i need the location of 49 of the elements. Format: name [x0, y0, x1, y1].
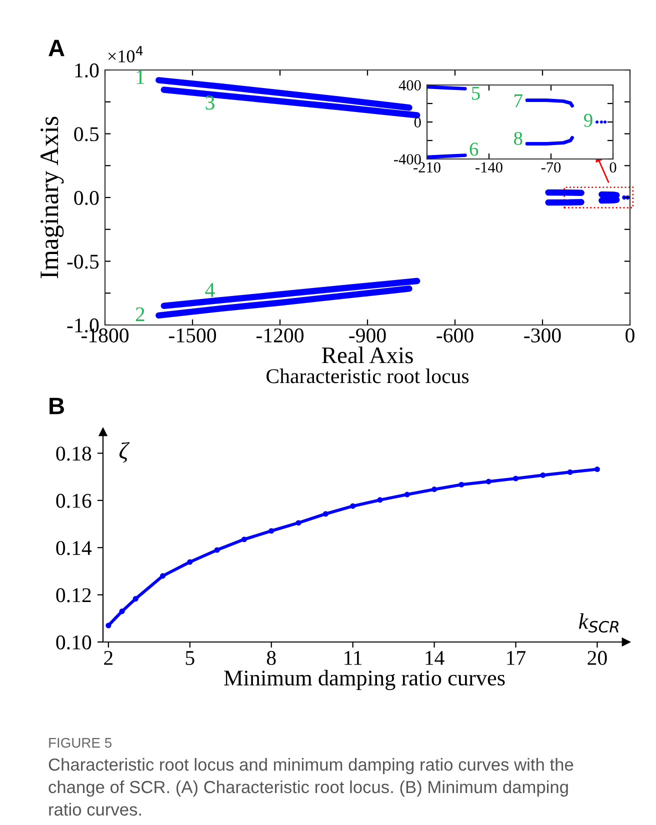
y-tick-label: 400 — [398, 80, 421, 90]
text: Characteristic root locus and minimum damping ratio curves with the change of SCR. (A) Characteristic root locus. (B) Minimum damping ratio curves. — [48, 758, 574, 816]
y-axis-title: ζ — [119, 442, 130, 463]
y-tick-label: 0.10 — [56, 635, 92, 650]
y-tick-label: 0.12 — [56, 588, 91, 602]
annotation: 9 — [584, 114, 592, 127]
x-tick-label: 8 — [266, 650, 276, 665]
x-tick-label: -1500 — [168, 328, 216, 342]
x-axis-title: Real Axis — [322, 346, 413, 364]
x-tick-label: -300 — [524, 328, 561, 342]
x-tick-label: -210 — [414, 162, 440, 173]
text: ×10$^{4}$ — [108, 46, 143, 62]
x-tick-label: -70 — [541, 162, 561, 173]
x-tick-label: -140 — [476, 162, 502, 173]
annotation: 3 — [206, 96, 214, 110]
annotation: 5 — [472, 86, 480, 100]
annotation: 1 — [136, 70, 144, 84]
y-tick-label: 0.0 — [74, 190, 99, 206]
x-tick-label: 0 — [610, 162, 616, 173]
text: Characteristic root locus — [266, 368, 469, 384]
caption: FIGURE 5 — [49, 738, 112, 748]
y-tick-label: 0 — [414, 117, 421, 128]
x-tick-label: -600 — [436, 328, 474, 342]
annotation: 7 — [514, 94, 522, 108]
x-tick-label: 20 — [588, 650, 607, 665]
annotation: 4 — [205, 283, 215, 297]
y-tick-label: 0.5 — [74, 127, 99, 142]
y-tick-label: 0.16 — [56, 494, 92, 508]
text: Minimum damping ratio curves — [224, 670, 505, 690]
x-tick-label: 14 — [426, 651, 444, 665]
y-tick-label: -400 — [394, 154, 421, 164]
x-tick-label: 17 — [507, 651, 526, 665]
y-tick-label: 0.18 — [56, 446, 92, 461]
x-tick-label: 2 — [104, 650, 112, 665]
x-tick-label: -1200 — [256, 328, 304, 342]
x-tick-label: 5 — [186, 651, 194, 665]
text: A — [48, 40, 64, 56]
annotation: 8 — [514, 132, 522, 145]
y-tick-label: 0.14 — [56, 540, 92, 556]
y-tick-label: -0.5 — [67, 254, 99, 269]
x-axis-title: k$_{SCR}$ — [578, 613, 618, 633]
x-tick-label: 11 — [344, 651, 362, 665]
text: B — [50, 398, 64, 414]
annotation: 2 — [136, 307, 144, 322]
x-tick-label: 0 — [626, 328, 634, 342]
x-tick-label: -900 — [349, 328, 386, 342]
y-tick-label: 1.0 — [75, 63, 99, 78]
y-axis-title: Imaginary Axis — [40, 116, 64, 278]
annotation: 6 — [470, 142, 478, 156]
